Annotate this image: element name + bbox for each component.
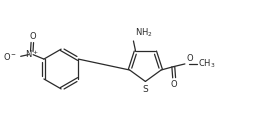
- Text: O: O: [186, 54, 193, 62]
- Text: O: O: [29, 32, 36, 41]
- Text: O$^-$: O$^-$: [3, 51, 17, 62]
- Text: N$^+$: N$^+$: [25, 48, 39, 60]
- Text: NH$_2$: NH$_2$: [135, 27, 152, 39]
- Text: O: O: [171, 80, 178, 89]
- Text: CH$_3$: CH$_3$: [198, 57, 216, 70]
- Text: S: S: [143, 85, 148, 94]
